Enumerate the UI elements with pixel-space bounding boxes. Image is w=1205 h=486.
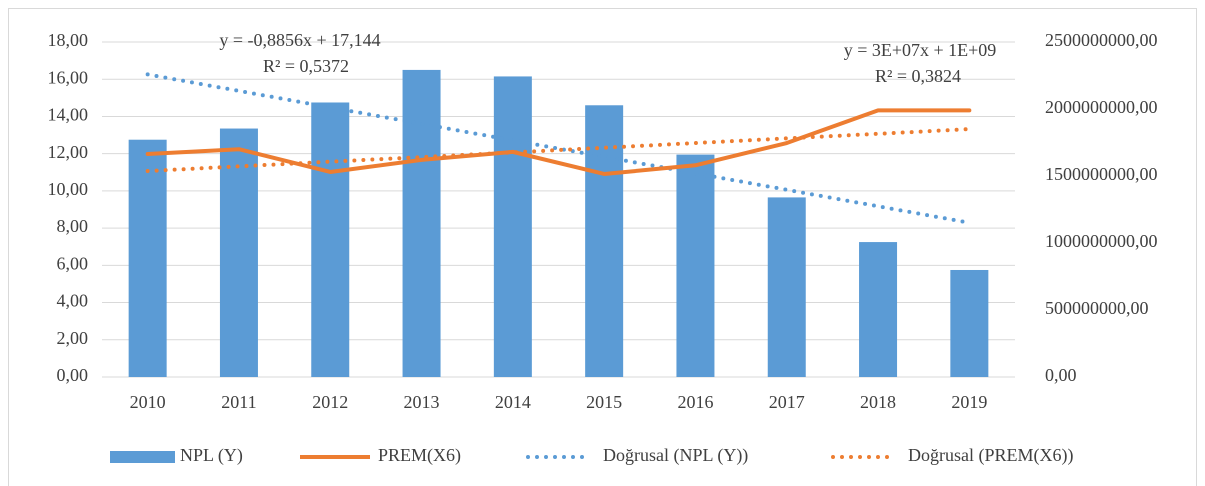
bar [767,197,806,377]
x-tick-label: 2017 [769,392,805,412]
y-tick-label: 18,00 [48,30,89,50]
x-tick-label: 2012 [312,392,348,412]
y-tick-label: 16,00 [48,67,89,87]
bar [585,105,624,378]
x-tick-label: 2018 [860,392,896,412]
bar [219,128,258,377]
x-tick-label: 2010 [130,392,166,412]
y-tick-label: 0,00 [57,365,89,385]
y2-tick-label: 0,00 [1045,365,1077,385]
y-tick-label: 10,00 [48,179,89,199]
bar [676,154,715,377]
legend-label: Doğrusal (NPL (Y)) [603,445,748,466]
x-tick-label: 2019 [951,392,987,412]
x-tick-label: 2016 [677,392,713,412]
trend-line [145,127,972,174]
x-tick-label: 2013 [404,392,440,412]
y2-tick-label: 2000000000,00 [1045,97,1158,117]
annotation: R² = 0,3824 [875,66,961,86]
legend-label: PREM(X6) [378,445,461,466]
y-tick-label: 4,00 [57,291,89,311]
annotation: R² = 0,5372 [263,56,349,76]
bar [859,242,898,377]
trend-line [145,72,972,225]
y-tick-label: 6,00 [57,253,89,273]
x-tick-label: 2011 [221,392,256,412]
y2-tick-label: 1500000000,00 [1045,164,1158,184]
y-tick-label: 2,00 [57,328,89,348]
y-tick-label: 14,00 [48,105,89,125]
y2-tick-label: 500000000,00 [1045,298,1149,318]
legend-label: Doğrusal (PREM(X6)) [908,445,1073,466]
x-tick-label: 2014 [495,392,531,412]
x-tick-label: 2015 [586,392,622,412]
chart-frame [8,8,1197,486]
y-tick-label: 8,00 [57,216,89,236]
legend-label: NPL (Y) [180,445,243,466]
bar [311,102,350,377]
bar [402,69,441,378]
annotation: y = 3E+07x + 1E+09 [844,40,997,60]
y-tick-label: 12,00 [48,142,89,162]
legend-swatch [110,451,175,463]
bar [950,269,989,377]
bar [493,76,532,378]
line [145,108,972,176]
y2-tick-label: 1000000000,00 [1045,231,1158,251]
annotation: y = -0,8856x + 17,144 [219,30,380,50]
bar [128,139,167,377]
y2-tick-label: 2500000000,00 [1045,30,1158,50]
